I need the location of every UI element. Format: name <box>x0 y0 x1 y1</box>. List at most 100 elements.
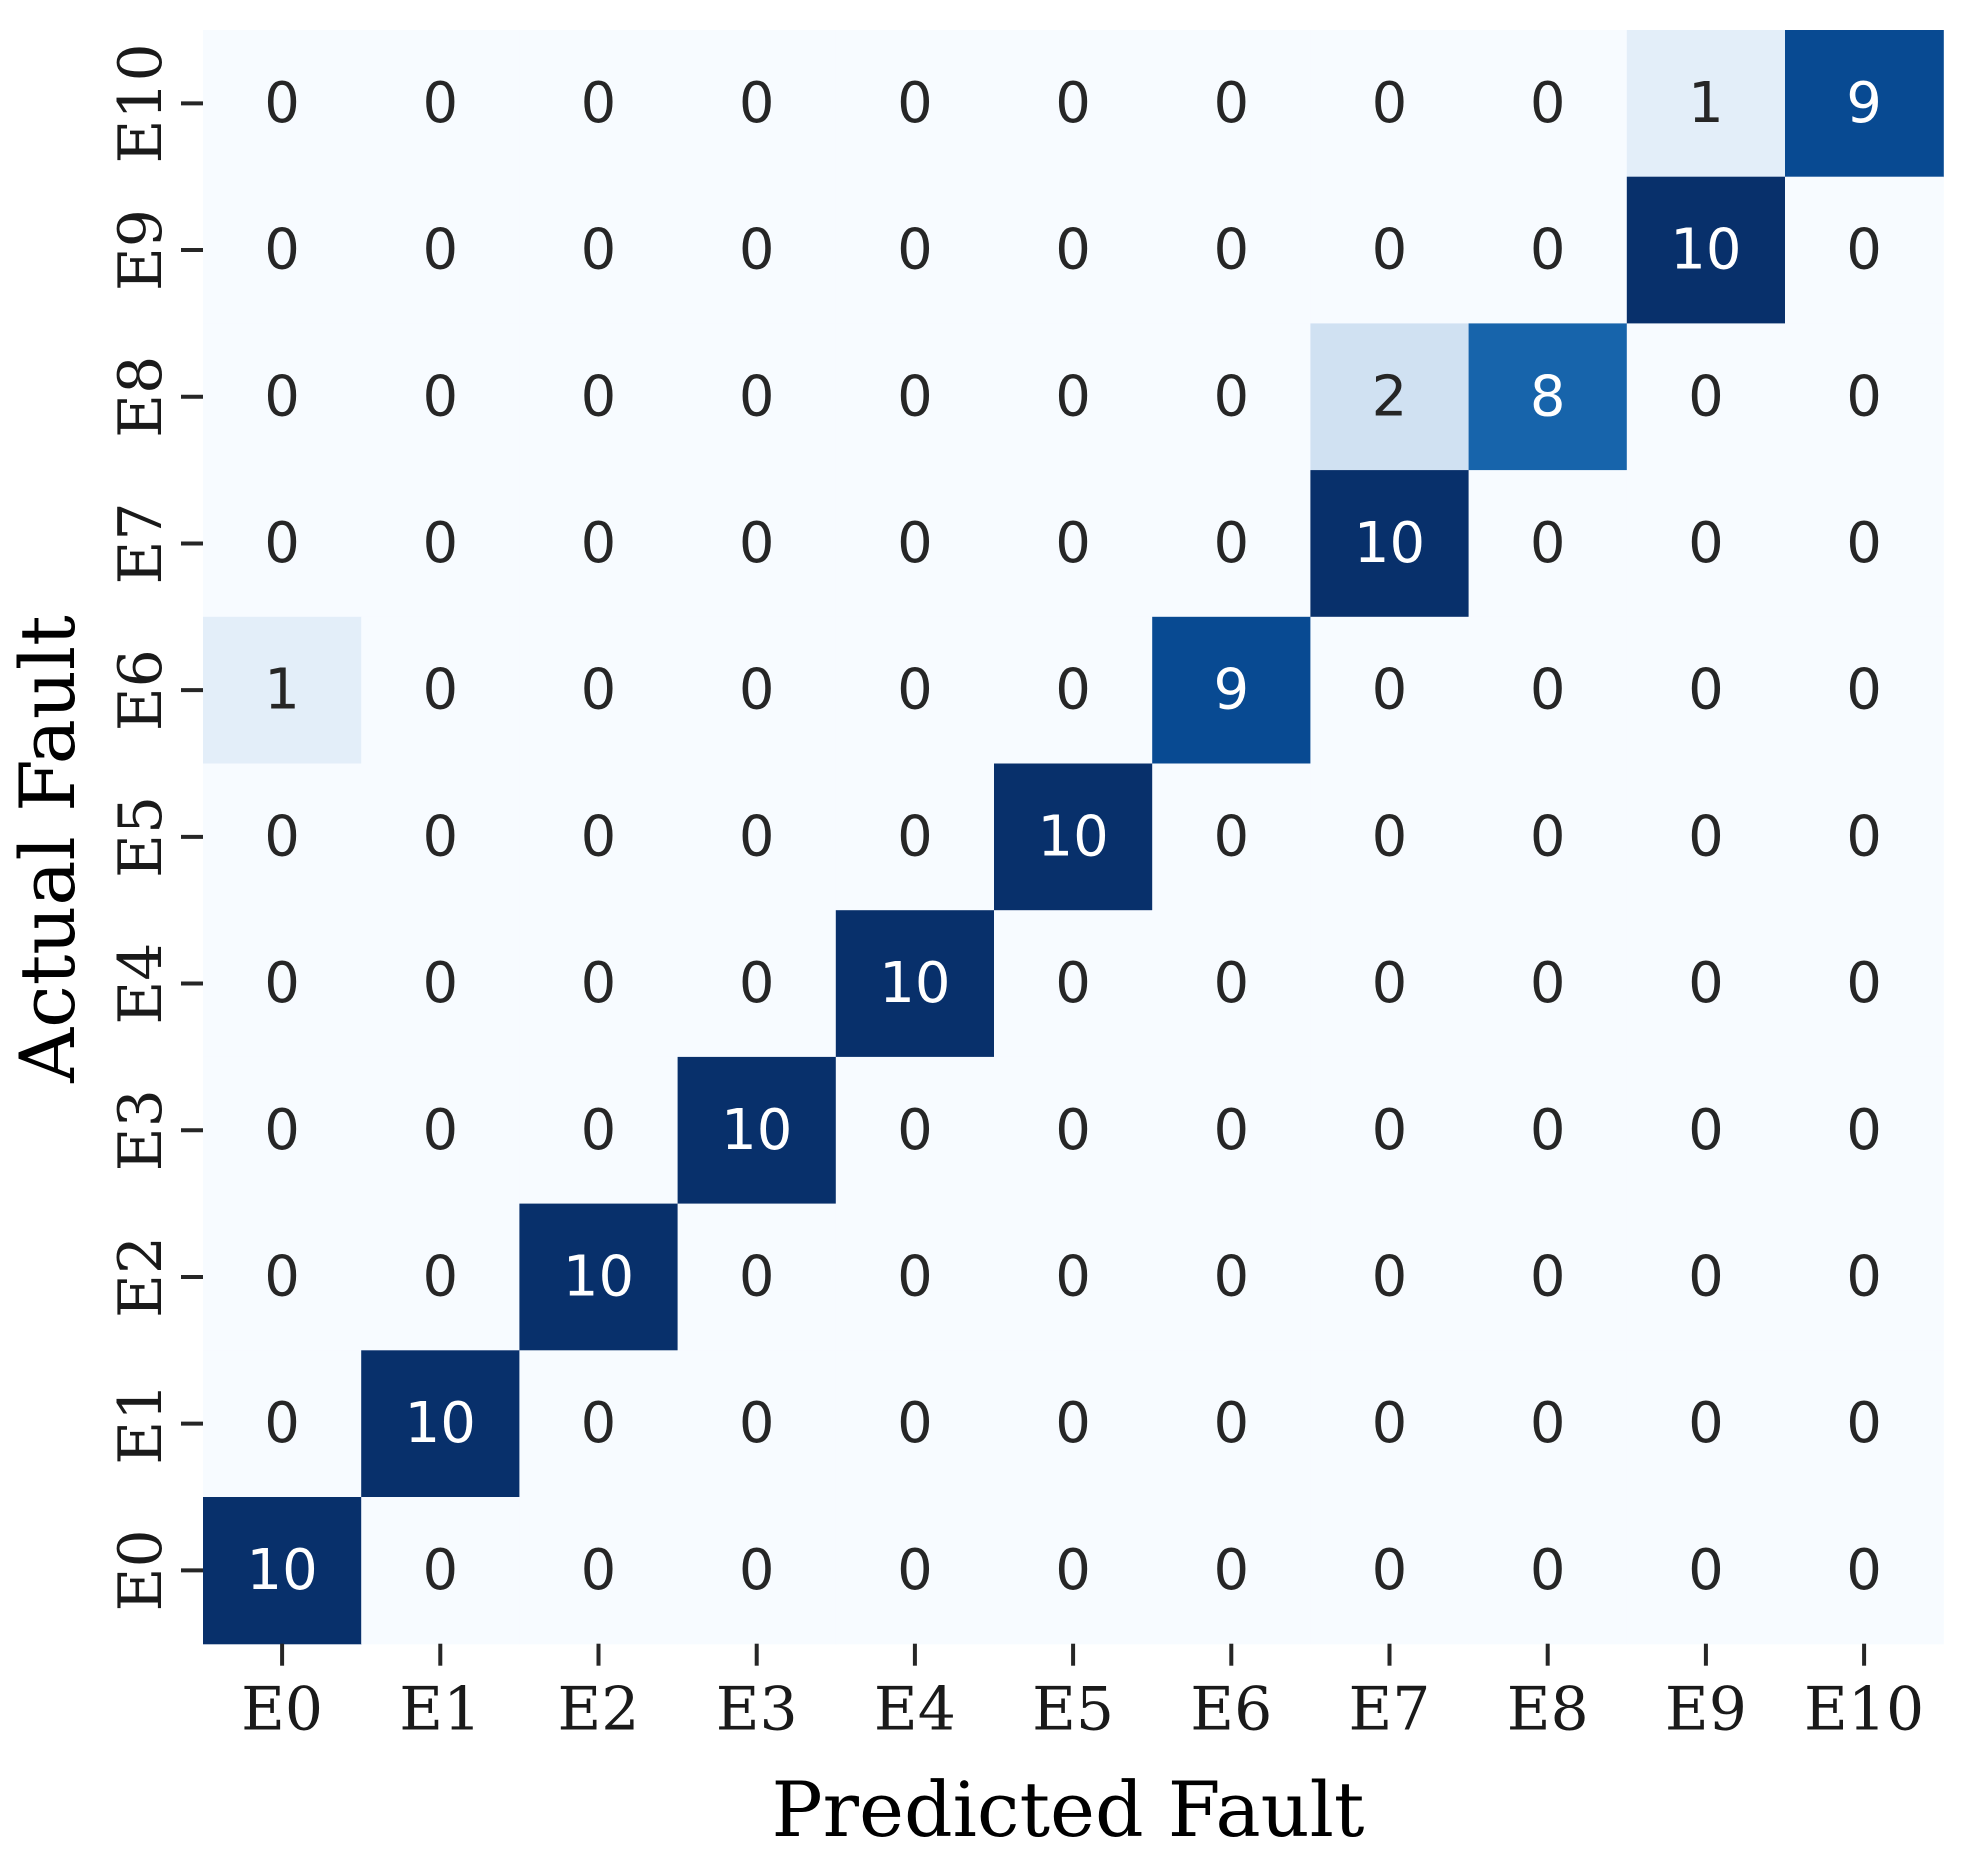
heatmap-cell <box>835 1350 995 1498</box>
cell-value-label: 0 <box>1055 218 1091 283</box>
cell-value-label: 0 <box>1055 511 1091 576</box>
heatmap-cell <box>361 1350 520 1498</box>
cell-value-label: 0 <box>1372 658 1408 723</box>
cell-value-label: 0 <box>897 364 933 429</box>
cell-value-label: 0 <box>581 658 617 723</box>
cell-value-label: 0 <box>422 364 458 429</box>
y-tick-label: E6 <box>106 649 176 731</box>
x-axis-title: Predicted Fault <box>772 1765 1365 1854</box>
heatmap-cell <box>1626 910 1786 1058</box>
heatmap-cell <box>1785 1497 1944 1645</box>
heatmap-cell <box>1310 910 1470 1058</box>
heatmap-cell <box>203 176 362 324</box>
heatmap-cell <box>1785 1350 1944 1498</box>
cell-value-label: 0 <box>1213 951 1249 1016</box>
cell-value-label: 0 <box>264 364 300 429</box>
cell-value-label: 0 <box>1055 1244 1091 1309</box>
heatmap-cell <box>1785 910 1944 1058</box>
cell-value-label: 0 <box>1688 511 1724 576</box>
heatmap-cell <box>1468 176 1628 324</box>
heatmap-cell <box>361 910 520 1058</box>
heatmap-cell <box>1310 763 1470 911</box>
cell-value-label: 0 <box>1055 1538 1091 1603</box>
x-tick-label: E10 <box>1804 1675 1924 1745</box>
cell-value-label: 0 <box>897 804 933 869</box>
cell-value-label: 0 <box>581 218 617 283</box>
x-tick-label: E8 <box>1507 1675 1589 1745</box>
heatmap-cell <box>677 1056 837 1205</box>
cell-value-label: 0 <box>422 804 458 869</box>
cell-value-label: 0 <box>264 1244 300 1309</box>
cell-value-label: 0 <box>1688 658 1724 723</box>
heatmap-cell <box>1785 323 1944 471</box>
cell-value-label: 0 <box>1530 71 1566 136</box>
cell-value-label: 0 <box>739 804 775 869</box>
cell-value-label: 0 <box>897 1244 933 1309</box>
cell-value-label: 0 <box>1846 1538 1882 1603</box>
heatmap-cell <box>994 1350 1153 1498</box>
heatmap-cell <box>1468 30 1628 178</box>
heatmap-cell <box>1152 616 1311 765</box>
cell-value-label: 0 <box>1213 804 1249 869</box>
heatmap-cell <box>994 470 1153 618</box>
cell-value-label: 0 <box>264 218 300 283</box>
heatmap-cell <box>677 1497 837 1645</box>
heatmap-cell <box>994 763 1153 911</box>
x-tick-label: E0 <box>241 1675 323 1745</box>
cell-value-label: 0 <box>264 511 300 576</box>
heatmap-cell <box>1468 910 1628 1058</box>
cell-value-label: 0 <box>1213 71 1249 136</box>
cell-value-label: 0 <box>1846 804 1882 869</box>
cell-value-label: 0 <box>1530 1244 1566 1309</box>
cell-value-label: 0 <box>1372 71 1408 136</box>
heatmap-cell <box>361 763 520 911</box>
heatmap-cell <box>519 1497 679 1645</box>
heatmap-cell <box>203 470 362 618</box>
y-tick-label: E8 <box>106 356 176 438</box>
cell-value-label: 0 <box>1372 218 1408 283</box>
heatmap-cell <box>677 763 837 911</box>
heatmap-cell <box>1468 1350 1628 1498</box>
cell-value-label: 0 <box>1846 658 1882 723</box>
heatmap-cell <box>1310 323 1470 471</box>
cell-value-label: 0 <box>1213 1391 1249 1456</box>
heatmap-cell <box>361 1497 520 1645</box>
cell-value-label: 0 <box>897 1098 933 1163</box>
cell-annotations: 0 0 0 0 0 0 0 0 0 1 90 0 0 0 0 0 0 0 0 10 00 0 0 0 0 0 0 2 8 0 00 0 0 0 0 0… <box>246 71 1881 1603</box>
cell-value-label: 0 <box>1213 218 1249 283</box>
cell-value-label: 0 <box>581 71 617 136</box>
heatmap-cell <box>994 910 1153 1058</box>
x-tick-label: E5 <box>1032 1675 1114 1745</box>
cell-value-label: 10 <box>1037 804 1108 869</box>
y-axis-title: Actual Fault <box>3 615 92 1083</box>
heatmap-cell <box>361 323 520 471</box>
cell-value-label: 0 <box>1213 511 1249 576</box>
heatmap-cell <box>835 910 995 1058</box>
y-tick-label: E5 <box>106 796 176 878</box>
heatmap-cell <box>1152 1056 1311 1205</box>
cell-value-label: 0 <box>1846 1098 1882 1163</box>
cell-value-label: 0 <box>1372 1244 1408 1309</box>
cell-value-label: 0 <box>1055 364 1091 429</box>
heatmap-cell <box>519 323 679 471</box>
heatmap-cell <box>1785 1203 1944 1351</box>
cell-value-label: 0 <box>1055 1098 1091 1163</box>
y-tick-label: E10 <box>106 43 176 163</box>
cell-value-label: 0 <box>264 1391 300 1456</box>
cell-value-label: 0 <box>897 1538 933 1603</box>
cell-value-label: 10 <box>246 1538 317 1603</box>
heatmap-cell <box>1310 1350 1470 1498</box>
cell-value-label: 0 <box>1530 804 1566 869</box>
heatmap-cell <box>1785 470 1944 618</box>
cell-value-label: 0 <box>1688 951 1724 1016</box>
cell-value-label: 10 <box>879 951 950 1016</box>
x-tick-label: E2 <box>558 1675 640 1745</box>
cell-value-label: 0 <box>739 218 775 283</box>
cell-value-label: 0 <box>1372 1098 1408 1163</box>
heatmap-cell <box>203 323 362 471</box>
heatmap-cell <box>1152 1350 1311 1498</box>
x-tick-label: E1 <box>399 1675 481 1745</box>
x-tick-label: E7 <box>1349 1675 1431 1745</box>
cell-value-label: 0 <box>1530 218 1566 283</box>
heatmap-cell <box>1626 1350 1786 1498</box>
